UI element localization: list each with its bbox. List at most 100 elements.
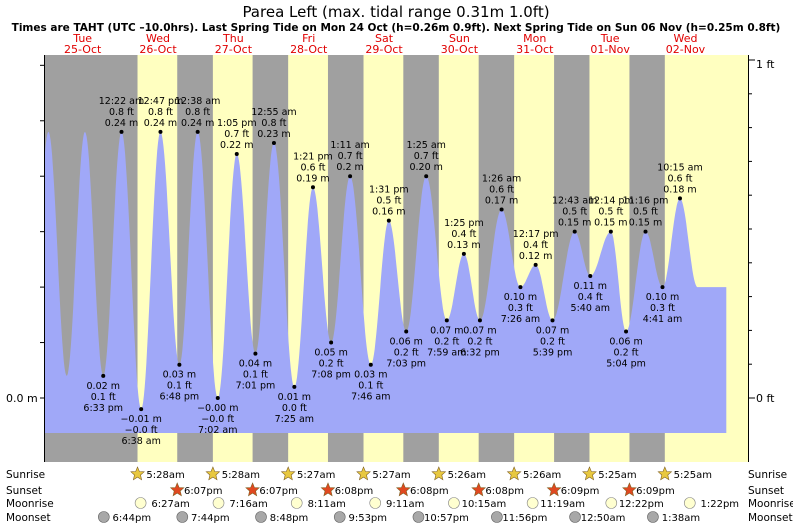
high-tide-label: 12:43 am: [552, 196, 597, 207]
day-date: 02-Nov: [666, 43, 706, 56]
low-tide-label: 5:04 pm: [606, 358, 646, 369]
low-tide-label: −0.00 m: [197, 403, 238, 414]
low-tide-label: 0.01 m: [278, 392, 311, 403]
moonset-icon: [491, 511, 503, 523]
low-tide-label: −0.0 ft: [201, 414, 234, 425]
sunrise-icon: [130, 466, 145, 481]
high-tide-label: 1:25 am: [406, 140, 445, 151]
low-tide-label: 0.05 m: [314, 348, 347, 359]
high-tide-label: 1:05 pm: [217, 118, 257, 129]
low-tide-point: [329, 340, 334, 345]
low-tide-label: 0.3 ft: [650, 303, 675, 314]
low-tide-label: 7:59 am: [427, 347, 466, 358]
sunrise-icon: [657, 466, 673, 481]
high-tide-label: 1:26 am: [482, 173, 521, 184]
high-tide-label: 1:21 pm: [293, 151, 333, 162]
high-tide-label: 0.17 m: [485, 195, 518, 206]
high-tide-label: 12:47 pm: [138, 96, 184, 107]
high-tide-point: [424, 174, 429, 179]
low-tide-point: [139, 407, 144, 412]
moonset-time: 8:48pm: [270, 513, 309, 524]
low-tide-label: 7:01 pm: [236, 381, 276, 392]
sunset-icon: [245, 482, 260, 497]
low-tide-label: −0.01 m: [120, 414, 161, 425]
moonrise-icon: [448, 497, 460, 509]
high-tide-label: 12:55 am: [251, 107, 296, 118]
low-tide-label: 5:40 am: [571, 303, 610, 314]
day-name: Mon: [523, 32, 546, 45]
day-name: Tue: [600, 32, 620, 45]
low-tide-label: 0.3 ft: [508, 303, 533, 314]
low-tide-label: 0.2 ft: [434, 336, 459, 347]
moonset-time: 1:38am: [662, 513, 700, 524]
low-tide-point: [404, 329, 409, 334]
high-tide-label: 0.18 m: [663, 184, 696, 195]
sunrise-icon: [582, 466, 597, 481]
high-tide-label: 0.6 ft: [667, 173, 692, 184]
high-tide-point: [234, 152, 239, 157]
moonrise-icon: [683, 497, 696, 509]
right-axis-top-label: 1 ft: [756, 58, 775, 71]
right-axis-zero-label: 0 ft: [756, 392, 775, 405]
high-tide-label: 0.15 m: [629, 218, 662, 229]
moonrise-time: 11:19am: [540, 499, 585, 510]
low-tide-label: 0.07 m: [536, 325, 569, 336]
low-tide-point: [368, 362, 373, 367]
high-tide-label: 0.16 m: [372, 207, 405, 218]
sunrise-row-label-right: Sunrise: [748, 469, 787, 481]
low-tide-label: 0.07 m: [463, 325, 496, 336]
day-name: Wed: [146, 32, 170, 45]
high-tide-point: [348, 174, 353, 179]
low-tide-label: 5:39 pm: [533, 347, 573, 358]
moonset-row-label-right: Moonset: [748, 512, 793, 524]
high-tide-point: [195, 129, 200, 134]
sunrise-icon: [280, 466, 296, 481]
high-tide-label: 0.8 ft: [109, 107, 134, 118]
moonrise-icon: [605, 497, 618, 509]
day-headers: Tue25-OctWed26-OctThu27-OctFri28-OctSat2…: [64, 32, 706, 56]
moonrise-time: 12:22pm: [619, 499, 664, 510]
low-tide-label: 7:25 am: [275, 414, 314, 425]
low-tide-label: 7:46 am: [351, 392, 390, 403]
moonset-icon: [176, 511, 189, 523]
low-tide-label: −0.0 ft: [125, 425, 158, 436]
high-tide-label: 0.8 ft: [185, 107, 210, 118]
sunrise-time: 5:28am: [146, 470, 184, 481]
high-tide-label: 0.4 ft: [523, 240, 548, 251]
low-tide-label: 0.06 m: [389, 336, 422, 347]
high-tide-point: [499, 207, 504, 212]
moonrise-time: 8:11am: [308, 499, 346, 510]
high-tide-label: 0.24 m: [181, 118, 214, 129]
day-date: 30-Oct: [441, 43, 479, 56]
low-tide-point: [253, 351, 258, 356]
high-tide-label: 0.19 m: [296, 173, 329, 184]
sunset-time: 6:09pm: [561, 486, 600, 497]
day-date: 01-Nov: [590, 43, 630, 56]
sunset-row-label-left: Sunset: [6, 485, 42, 497]
low-tide-label: 0.07 m: [430, 325, 463, 336]
tide-area: [45, 131, 727, 433]
moonrise-icon: [526, 497, 539, 509]
high-tide-label: 0.8 ft: [148, 107, 173, 118]
high-tide-label: 0.23 m: [257, 129, 290, 140]
high-tide-label: 0.20 m: [409, 162, 442, 173]
day-name: Thu: [222, 32, 244, 45]
sunrise-time: 5:27am: [297, 470, 335, 481]
sunset-icon: [471, 482, 487, 497]
day-date: 26-Oct: [139, 43, 177, 56]
moonset-icon: [333, 511, 346, 523]
moonrise-row-label-right: Moonrise: [748, 498, 793, 510]
high-tide-point: [608, 229, 613, 234]
moonset-time: 12:50am: [581, 513, 626, 524]
moonrise-icon: [212, 497, 225, 509]
low-tide-label: 6:33 pm: [83, 403, 123, 414]
high-tide-label: 0.5 ft: [562, 207, 587, 218]
high-tide-label: 0.24 m: [144, 118, 177, 129]
chart-title: Parea Left (max. tidal range 0.31m 1.0ft…: [242, 3, 549, 21]
sunset-icon: [546, 482, 562, 497]
moonset-icon: [255, 511, 267, 523]
moonrise-time: 7:16am: [229, 499, 267, 510]
low-tide-label: 7:02 am: [198, 425, 237, 436]
sunset-time: 6:07pm: [259, 486, 298, 497]
low-tide-point: [477, 318, 482, 323]
